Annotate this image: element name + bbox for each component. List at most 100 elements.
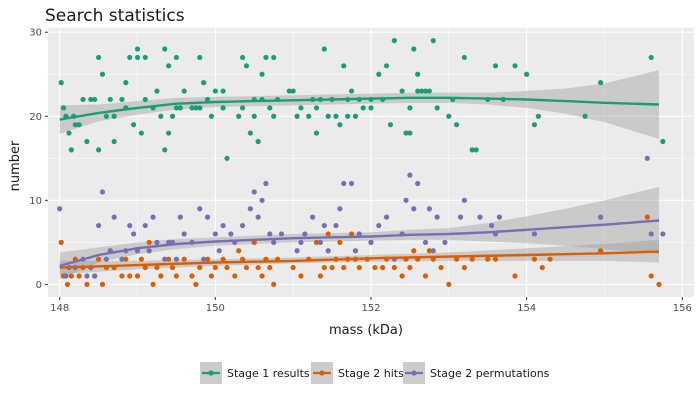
data-point-series-3 [204, 214, 211, 220]
data-point-series-1 [418, 88, 425, 94]
data-point-series-2 [290, 264, 296, 271]
y-axis-title: number [8, 140, 23, 191]
data-point-series-2 [119, 273, 125, 279]
data-point-series-1 [469, 147, 475, 153]
data-point-series-1 [201, 80, 207, 86]
data-point-series-1 [181, 88, 187, 94]
data-point-series-2 [84, 281, 90, 287]
data-point-series-3 [434, 214, 440, 220]
data-point-series-2 [485, 256, 491, 262]
data-point-series-3 [255, 214, 261, 220]
data-point-series-2 [224, 264, 230, 271]
legend: Stage 1 results Stage 2 hits Stage 2 permu… [200, 362, 550, 384]
data-point-series-3 [317, 239, 324, 245]
data-point-series-2 [169, 264, 176, 271]
data-point-series-3 [348, 180, 355, 187]
data-point-series-1 [189, 105, 195, 111]
legend-label-series-2: Stage 2 hits [338, 367, 404, 380]
legend-label-series-3: Stage 2 permutations [430, 367, 550, 380]
data-point-series-2 [372, 264, 378, 271]
data-point-series-1 [142, 54, 148, 61]
data-point-series-2 [298, 273, 304, 279]
data-point-series-1 [204, 96, 211, 103]
data-point-series-1 [360, 105, 366, 111]
data-point-series-1 [255, 138, 261, 145]
data-point-series-3 [228, 231, 234, 237]
data-point-series-2 [438, 264, 444, 271]
data-point-series-2 [197, 264, 203, 271]
data-point-series-1 [131, 122, 137, 128]
data-point-series-1 [407, 130, 413, 136]
data-point-series-2 [313, 239, 320, 245]
data-point-series-1 [142, 96, 148, 103]
data-point-series-1 [473, 147, 479, 153]
data-point-series-1 [173, 105, 180, 111]
data-point-series-3 [146, 248, 152, 254]
data-point-series-1 [446, 113, 452, 119]
data-point-series-2 [220, 256, 226, 262]
data-point-series-2 [193, 281, 199, 287]
data-point-series-3 [154, 239, 160, 245]
data-point-series-1 [582, 113, 588, 119]
data-point-series-2 [243, 264, 250, 271]
x-tick-label: 148 [50, 303, 69, 314]
data-point-series-1 [111, 138, 117, 145]
data-point-series-3 [271, 239, 277, 245]
data-point-series-2 [239, 256, 246, 262]
data-point-series-3 [239, 222, 246, 229]
data-point-series-3 [150, 214, 156, 220]
data-point-series-1 [313, 105, 320, 111]
data-point-series-3 [99, 189, 106, 195]
data-point-series-1 [111, 113, 117, 119]
confidence-band-2 [59, 239, 659, 275]
data-point-series-1 [426, 88, 432, 94]
y-tick-label: 10 [29, 196, 42, 207]
data-point-series-3 [496, 214, 503, 220]
data-point-series-3 [142, 222, 148, 229]
data-point-series-3 [368, 239, 374, 245]
data-point-series-1 [66, 130, 72, 136]
data-point-series-2 [208, 273, 215, 279]
data-point-series-3 [333, 222, 339, 229]
data-point-series-1 [271, 54, 277, 61]
data-point-series-1 [247, 130, 253, 136]
data-point-series-3 [341, 180, 347, 187]
data-point-series-3 [648, 231, 654, 237]
data-point-series-3 [415, 180, 421, 187]
data-point-series-2 [271, 281, 277, 287]
data-point-series-1 [243, 63, 250, 69]
data-point-series-2 [426, 248, 432, 254]
data-point-series-1 [99, 71, 106, 77]
data-point-series-2 [189, 273, 195, 279]
data-point-series-3 [310, 214, 316, 220]
smooth-lines [59, 96, 660, 269]
data-point-series-1 [454, 122, 460, 128]
data-point-series-1 [212, 88, 218, 94]
data-point-series-2 [399, 273, 405, 279]
data-point-series-1 [535, 113, 541, 119]
data-point-series-1 [239, 105, 246, 111]
data-point-series-3 [461, 197, 467, 203]
data-point-series-1 [84, 138, 90, 145]
legend-key-point [319, 370, 325, 376]
data-point-series-1 [236, 113, 242, 119]
data-point-series-2 [232, 273, 238, 279]
data-point-series-3 [201, 256, 207, 262]
data-point-series-1 [376, 71, 382, 77]
data-point-series-1 [341, 63, 347, 69]
data-point-series-3 [422, 239, 429, 245]
data-point-series-1 [220, 88, 226, 94]
data-point-series-1 [134, 46, 141, 52]
data-point-series-3 [376, 222, 382, 229]
data-point-series-3 [173, 256, 180, 262]
data-point-series-3 [298, 239, 304, 245]
data-point-series-3 [403, 197, 409, 203]
data-point-series-1 [403, 130, 409, 136]
data-point-series-2 [166, 256, 172, 262]
data-point-series-3 [337, 206, 343, 212]
data-point-series-3 [247, 206, 253, 212]
data-point-series-1 [166, 63, 172, 69]
data-point-series-3 [598, 214, 604, 220]
data-point-series-1 [103, 113, 109, 119]
data-point-series-1 [286, 88, 292, 94]
